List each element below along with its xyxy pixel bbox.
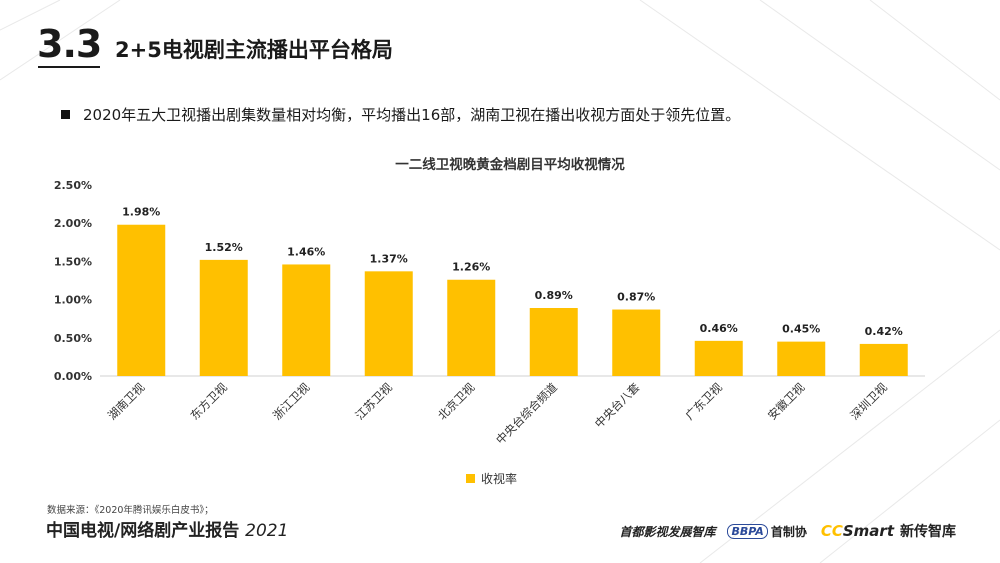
data-label: 0.89% [535, 289, 573, 302]
logo-bbpa-text: 首制协 [771, 523, 807, 540]
report-year: 2021 [245, 521, 288, 541]
bar [695, 341, 743, 376]
data-label: 1.52% [205, 241, 243, 254]
source-note: 数据来源：《2020年腾讯娱乐白皮书》； [47, 502, 214, 516]
x-tick-label: 浙江卫视 [270, 380, 313, 423]
bar [447, 280, 495, 376]
report-title: 中国电视/网络剧产业报告 2021 [46, 516, 288, 541]
y-tick-label: 0.00% [54, 370, 92, 383]
bar [200, 260, 248, 376]
bar [365, 271, 413, 376]
x-tick-label: 中央台八套 [592, 380, 643, 431]
data-label: 1.46% [287, 245, 325, 258]
data-label: 0.46% [700, 322, 738, 335]
report-title-main: 中国电视/网络剧产业报告 [46, 521, 239, 541]
bar [117, 225, 165, 376]
data-label: 1.26% [452, 261, 490, 274]
logo-ccsmart-smart: Smart [843, 522, 894, 540]
x-tick-label: 东方卫视 [187, 380, 230, 423]
x-tick-label: 中央台综合频道 [493, 380, 560, 447]
bar [282, 264, 330, 376]
data-label: 0.42% [865, 325, 903, 338]
x-tick-label: 北京卫视 [435, 380, 478, 423]
x-tick-label: 江苏卫视 [352, 380, 395, 423]
legend-swatch [466, 474, 475, 483]
data-label: 1.37% [370, 252, 408, 265]
data-label: 0.45% [782, 323, 820, 336]
y-tick-label: 1.00% [54, 294, 92, 307]
y-tick-label: 0.50% [54, 332, 92, 345]
logo-ccsmart-cc: CC [821, 522, 843, 540]
x-tick-label: 安徽卫视 [765, 380, 808, 423]
x-tick-label: 湖南卫视 [105, 380, 148, 423]
x-tick-label: 广东卫视 [682, 380, 725, 423]
partner-logos: 首都影视发展智库 BBPA 首制协 CC Smart 新传智库 [619, 521, 956, 541]
chart-legend: 收视率 [466, 470, 517, 487]
bar [860, 344, 908, 376]
y-tick-label: 2.00% [54, 217, 92, 230]
bar [777, 342, 825, 376]
bar [612, 310, 660, 376]
y-tick-label: 2.50% [54, 179, 92, 192]
bar [530, 308, 578, 376]
logo-capital-film-think-tank: 首都影视发展智库 [619, 523, 715, 540]
x-tick-label: 深圳卫视 [847, 380, 890, 423]
y-tick-label: 1.50% [54, 255, 92, 268]
logo-bbpa-badge: BBPA [727, 524, 767, 539]
data-label: 1.98% [122, 206, 160, 219]
legend-label: 收视率 [481, 470, 517, 487]
logo-ccsmart-text: 新传智库 [900, 521, 956, 541]
data-label: 0.87% [617, 291, 655, 304]
